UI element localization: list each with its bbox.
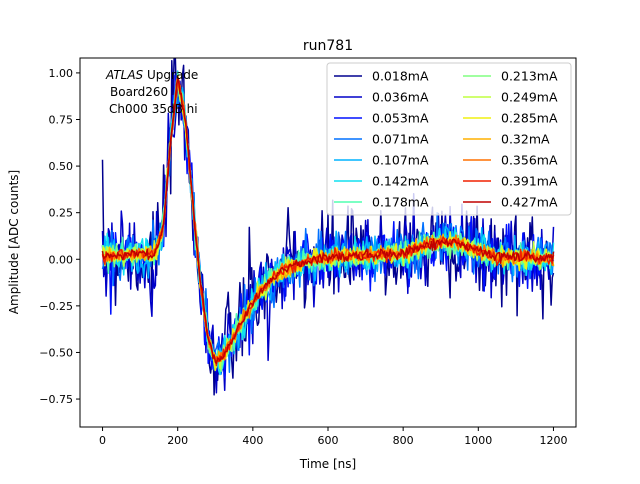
y-tick-label: 1.00 xyxy=(49,67,74,80)
legend-label: 0.053mA xyxy=(372,111,429,126)
upgrade-label: Upgrade xyxy=(143,68,198,82)
y-axis-label: Amplitude [ADC counts] xyxy=(7,170,21,314)
legend-label: 0.071mA xyxy=(372,132,429,147)
x-tick-label: 1200 xyxy=(539,434,567,447)
series-line-0.427mA xyxy=(101,76,555,365)
atlas-annotation-line2: Board260 xyxy=(110,85,168,99)
y-tick-label: 0.25 xyxy=(49,207,74,220)
y-tick-label: −0.25 xyxy=(39,300,73,313)
atlas-annotation-line1: ATLAS Upgrade xyxy=(105,68,198,82)
legend-label: 0.107mA xyxy=(372,153,429,168)
atlas-annotation-line3: Ch000 35dB hi xyxy=(109,102,198,116)
x-tick-label: 600 xyxy=(318,434,339,447)
legend-label: 0.356mA xyxy=(501,153,558,168)
legend-label: 0.213mA xyxy=(501,69,558,84)
legend-label: 0.427mA xyxy=(501,195,558,210)
series-layer xyxy=(101,58,555,396)
y-tick-label: −0.50 xyxy=(39,346,73,359)
legend-label: 0.285mA xyxy=(501,111,558,126)
chart-title: run781 xyxy=(303,38,353,54)
x-axis-label: Time [ns] xyxy=(299,457,356,471)
legend-label: 0.036mA xyxy=(372,90,429,105)
legend-box xyxy=(326,62,572,216)
atlas-label: ATLAS xyxy=(105,68,144,82)
x-tick-label: 1000 xyxy=(464,434,492,447)
x-tick-label: 400 xyxy=(242,434,263,447)
legend-label: 0.391mA xyxy=(501,174,558,189)
y-tick-label: 0.50 xyxy=(49,160,74,173)
x-tick-label: 200 xyxy=(167,434,188,447)
axes-layer: 0 200 400 600 800 1000 1200 −0.75 −0.50 −0.25 0.00… xyxy=(39,67,567,447)
legend-label: 0.178mA xyxy=(372,195,429,210)
legend-label: 0.142mA xyxy=(372,174,429,189)
series-line-0.107mA xyxy=(101,70,555,370)
y-tick-label: 0.00 xyxy=(49,253,74,266)
legend-label: 0.249mA xyxy=(501,90,558,105)
legend-label: 0.018mA xyxy=(372,69,429,84)
y-tick-label: −0.75 xyxy=(39,393,73,406)
y-tick-label: 0.75 xyxy=(49,114,74,127)
legend-label: 0.32mA xyxy=(501,132,550,147)
x-tick-label: 0 xyxy=(99,434,106,447)
legend: 0.018mA 0.036mA 0.053mA 0.071mA 0.107mA 0.142… xyxy=(326,62,572,216)
x-tick-label: 800 xyxy=(393,434,414,447)
